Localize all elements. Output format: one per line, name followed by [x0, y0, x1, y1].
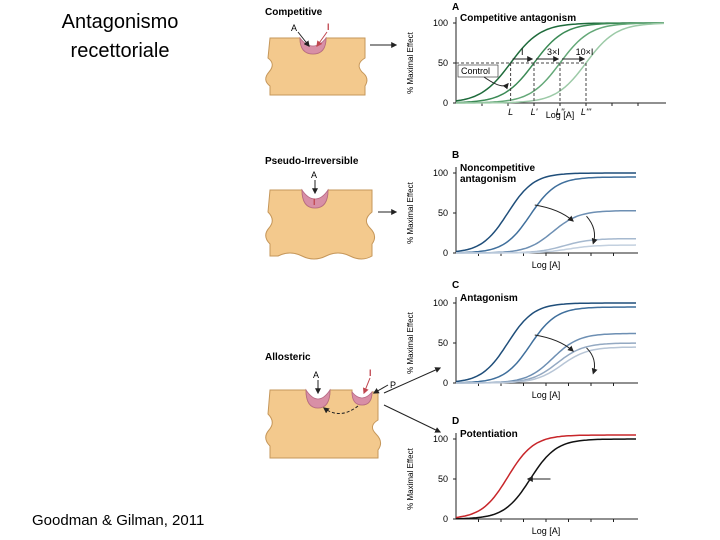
panel-b-ytick-label-100: 100	[433, 168, 448, 178]
panel-c-shift-arrow-1	[534, 334, 574, 352]
allosteric-inhibitor-arrow	[362, 377, 371, 395]
panel-d-title: Potentiation	[460, 429, 518, 440]
panel-a-ytick-label-50: 50	[438, 58, 448, 68]
competitive-label: Competitive	[265, 7, 323, 18]
panel-c-series-3-line	[456, 332, 636, 384]
panel-b-letter: B	[452, 150, 459, 161]
panel-a-annotation-control: Control	[461, 66, 490, 76]
panel-c-chart: C 0 50 100 Log [A] % Maximal Effect Antagonism	[406, 280, 638, 400]
panel-c-shift-arrow-2	[586, 347, 598, 375]
panel-b-series-5-line	[456, 244, 637, 254]
allosteric-potentiator-arrow	[372, 384, 389, 394]
panel-a-xmark-3: L''	[556, 107, 565, 117]
panel-a-letter: A	[452, 2, 459, 13]
panel-c-title: Antagonism	[460, 293, 518, 304]
panel-a-control-box	[457, 64, 499, 78]
panel-b-title-bg	[458, 161, 558, 187]
link-arrow-to-panel-d	[383, 404, 442, 433]
allosteric-potentiator-label: P	[390, 380, 396, 390]
allosteric-label: Allosteric	[265, 352, 311, 363]
competitive-agonist-arrow	[297, 31, 310, 47]
source-credit: Goodman & Gilman, 2011	[32, 512, 205, 529]
panel-a-xmark-1: L	[508, 107, 513, 117]
panel-c-letter: C	[452, 280, 459, 291]
panel-b-title-line-2: antagonism	[460, 174, 516, 185]
panel-a-annotation-10i: 10×I	[576, 47, 594, 57]
panel-d-y-label: % Maximal Effect	[406, 447, 415, 509]
panel-b-shift-arrow-2	[586, 215, 598, 245]
competitive-inhibitor-label: I	[327, 22, 330, 32]
panel-c-series-2-line	[456, 306, 636, 384]
panel-b-series-1-line	[455, 172, 636, 253]
panel-c-series-1-line	[455, 302, 636, 383]
panel-b-y-label: % Maximal Effect	[406, 181, 415, 243]
panel-a-y-label: % Maximal Effect	[406, 31, 415, 93]
panel-c-series-4-line	[456, 342, 636, 384]
panel-c-ytick-label-100: 100	[433, 298, 448, 308]
link-arrow-to-panel-c	[383, 367, 442, 394]
panel-a-xmark-2: L'	[531, 107, 538, 117]
panel-a-annotation-3i: 3×I	[547, 47, 560, 57]
panel-b-shift-arrow-1	[534, 204, 574, 222]
panel-d-series-2-line	[455, 434, 636, 519]
panel-b-title-line-1: Noncompetitive	[460, 163, 535, 174]
allosteric-inhibitor-label: I	[369, 368, 372, 378]
pseudo-agonist-label: A	[311, 170, 317, 180]
pseudo-irreversible-diagram: Pseudo-Irreversible A I	[265, 156, 376, 260]
panel-a-xmark-4: L'''	[581, 107, 591, 117]
panel-b-ytick-label-50: 50	[438, 208, 448, 218]
panel-d-chart: D 0 50 100 Log [A] % Maximal Effect Potentiati…	[406, 416, 638, 536]
panel-d-letter: D	[452, 416, 459, 427]
panel-c-series-5-line	[456, 346, 636, 384]
panel-c-ytick-label-0: 0	[443, 378, 448, 388]
panel-b-ytick-label-0: 0	[443, 248, 448, 258]
panel-d-series-1-line	[456, 438, 636, 520]
panel-a-x-label: Log [A]	[546, 110, 575, 120]
pseudo-irreversible-binding-site	[301, 188, 329, 209]
allosteric-modulator-site	[351, 390, 373, 406]
panel-a-title: Competitive antagonism	[460, 13, 576, 24]
panel-c-ytick-label-50: 50	[438, 338, 448, 348]
panel-d-ytick-label-50: 50	[438, 474, 448, 484]
panel-b-series-2-line	[456, 176, 636, 254]
panel-c-y-label: % Maximal Effect	[406, 311, 415, 373]
panel-b-x-label: Log [A]	[532, 260, 561, 270]
allosteric-agonist-label: A	[313, 370, 319, 380]
panel-d-x-label: Log [A]	[532, 526, 561, 536]
panel-a-control-arrow	[483, 76, 509, 90]
pseudo-inhibitor-label: I	[313, 197, 316, 207]
competitive-agonist-label: A	[291, 23, 297, 33]
panel-a-ytick-label-0: 0	[443, 98, 448, 108]
panel-c-x-label: Log [A]	[532, 390, 561, 400]
title-line-2: recettoriale	[70, 40, 170, 62]
panel-a-annotation-i: I	[521, 47, 524, 57]
panel-b-chart: B 0 50 100 Log [A] % Maximal Effect Noncompeti…	[406, 150, 638, 270]
competitive-diagram: Competitive A I	[265, 7, 368, 96]
panel-d-ytick-label-100: 100	[433, 434, 448, 444]
title-line-1: Antagonismo	[61, 11, 179, 33]
competitive-inhibitor-arrow	[316, 31, 328, 47]
slide-title: Antagonismo recettoriale	[20, 8, 220, 66]
pseudo-irreversible-label: Pseudo-Irreversible	[265, 156, 359, 167]
panel-a-chart: A 0 50 100 Log [A] % Maximal Effect Competitiv…	[406, 2, 666, 120]
allosteric-diagram: Allosteric A I P	[265, 352, 442, 459]
panel-d-ytick-label-0: 0	[443, 514, 448, 524]
panel-a-ytick-label-100: 100	[433, 18, 448, 28]
panel-b-series-3-line	[456, 209, 636, 254]
allosteric-orthosteric-site	[305, 388, 331, 409]
